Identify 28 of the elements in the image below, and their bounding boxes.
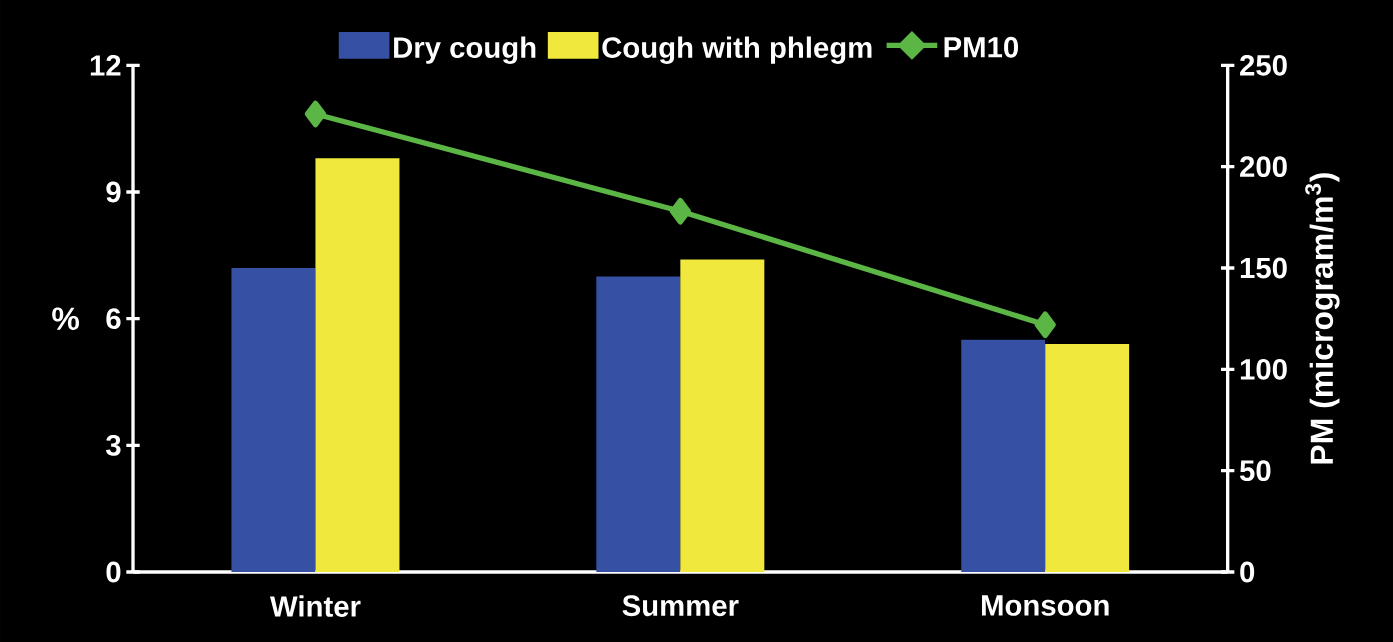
bar [1045, 343, 1130, 572]
legend-label: Cough with phlegm [602, 36, 872, 64]
x-tick-label: Monsoon [982, 595, 1109, 616]
bar [315, 158, 400, 572]
point [669, 197, 692, 225]
x-tick-label: Summer [622, 595, 739, 617]
y2-tick-label: 250 [1240, 54, 1287, 76]
y2-tick-label: 0 [1240, 561, 1255, 583]
point [304, 100, 327, 128]
bar [680, 259, 765, 572]
bar [231, 267, 316, 572]
y2-tick-label: 50 [1239, 460, 1271, 482]
y-tick-label: 6 [106, 308, 121, 330]
legend-label: Dry cough [394, 36, 536, 64]
y2-axis-title: PM (microgram/m$^{3}$) [1305, 173, 1340, 464]
bar [596, 276, 681, 572]
point [1034, 311, 1056, 339]
y-axis-title: % [52, 307, 79, 330]
bar [961, 339, 1046, 572]
y-tick-label: 0 [106, 561, 121, 583]
y-tick-label: 9 [106, 181, 121, 203]
legend-label: PM10 [944, 36, 1019, 58]
x-tick-label: Winter [269, 595, 361, 617]
y-tick-label: 12 [90, 55, 121, 76]
y-tick-label: 3 [105, 434, 121, 456]
y2-tick-label: 200 [1240, 156, 1287, 178]
y2-tick-label: 150 [1240, 257, 1287, 279]
y2-tick-label: 100 [1240, 358, 1287, 380]
